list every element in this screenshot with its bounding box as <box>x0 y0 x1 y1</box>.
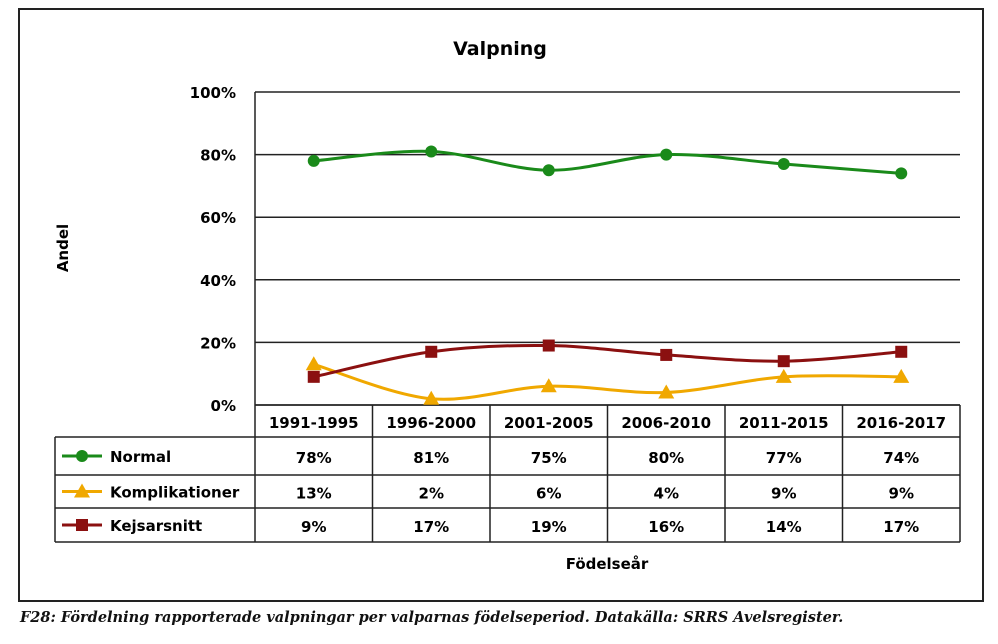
chart-title: Valpning <box>453 38 547 60</box>
y-tick-label: 100% <box>190 84 236 102</box>
data-point-normal <box>542 164 555 177</box>
figure-caption: F28: Fördelning rapporterade valpningar … <box>20 609 844 626</box>
series-line-komplikationer <box>313 362 902 401</box>
data-point-kejsarsnitt <box>542 339 555 352</box>
data-label: 74% <box>883 449 919 467</box>
x-tick-label: 2001-2005 <box>504 414 594 432</box>
x-tick-label: 2006-2010 <box>621 414 711 432</box>
data-point-kejsarsnitt <box>777 355 790 368</box>
legend-label: Komplikationer <box>110 484 240 502</box>
data-label: 78% <box>296 449 332 467</box>
data-label: 17% <box>883 518 919 536</box>
y-tick-label: 40% <box>200 272 236 290</box>
data-label: 81% <box>413 449 449 467</box>
data-label: 75% <box>531 449 567 467</box>
x-tick-label: 1991-1995 <box>269 414 359 432</box>
data-point-kejsarsnitt <box>307 370 320 383</box>
data-point-normal <box>307 154 320 167</box>
x-tick-label: 1996-2000 <box>386 414 476 432</box>
data-point-komplikationer <box>423 390 440 405</box>
data-point-normal <box>660 148 673 161</box>
data-label: 9% <box>889 485 914 503</box>
data-label: 17% <box>413 518 449 536</box>
data-point-komplikationer <box>305 356 322 371</box>
y-tick-label: 60% <box>200 209 236 227</box>
data-label: 14% <box>766 518 802 536</box>
y-axis-label: Andel <box>54 224 72 272</box>
data-point-komplikationer <box>775 368 792 383</box>
legend-label: Normal <box>110 448 171 466</box>
series-line-kejsarsnitt <box>313 343 902 379</box>
data-label: 9% <box>771 485 796 503</box>
legend-label: Kejsarsnitt <box>110 517 202 535</box>
legend-marker-kejsarsnitt <box>76 519 88 531</box>
data-label: 16% <box>648 518 684 536</box>
y-tick-label: 80% <box>200 147 236 165</box>
data-point-komplikationer <box>658 384 675 399</box>
y-tick-label: 0% <box>211 397 236 415</box>
data-label: 4% <box>654 485 679 503</box>
data-label: 9% <box>301 518 326 536</box>
data-label: 2% <box>419 485 444 503</box>
data-point-normal <box>777 157 790 170</box>
x-axis-label: Födelseår <box>566 555 649 573</box>
x-tick-label: 2011-2015 <box>739 414 829 432</box>
data-label: 77% <box>766 449 802 467</box>
chart-frame <box>18 8 984 602</box>
legend-marker-komplikationer <box>74 483 90 498</box>
data-point-normal <box>895 167 908 180</box>
data-point-komplikationer <box>540 378 557 393</box>
x-tick-label: 2016-2017 <box>856 414 946 432</box>
data-label: 19% <box>531 518 567 536</box>
data-label: 80% <box>648 449 684 467</box>
data-point-komplikationer <box>893 368 910 383</box>
data-label: 6% <box>536 485 561 503</box>
y-tick-label: 20% <box>200 334 236 352</box>
data-point-kejsarsnitt <box>660 348 673 361</box>
data-point-kejsarsnitt <box>425 345 438 358</box>
data-point-kejsarsnitt <box>895 345 908 358</box>
data-label: 13% <box>296 485 332 503</box>
legend-marker-normal <box>76 450 88 462</box>
series-line-normal <box>313 149 902 175</box>
data-point-normal <box>425 145 438 158</box>
